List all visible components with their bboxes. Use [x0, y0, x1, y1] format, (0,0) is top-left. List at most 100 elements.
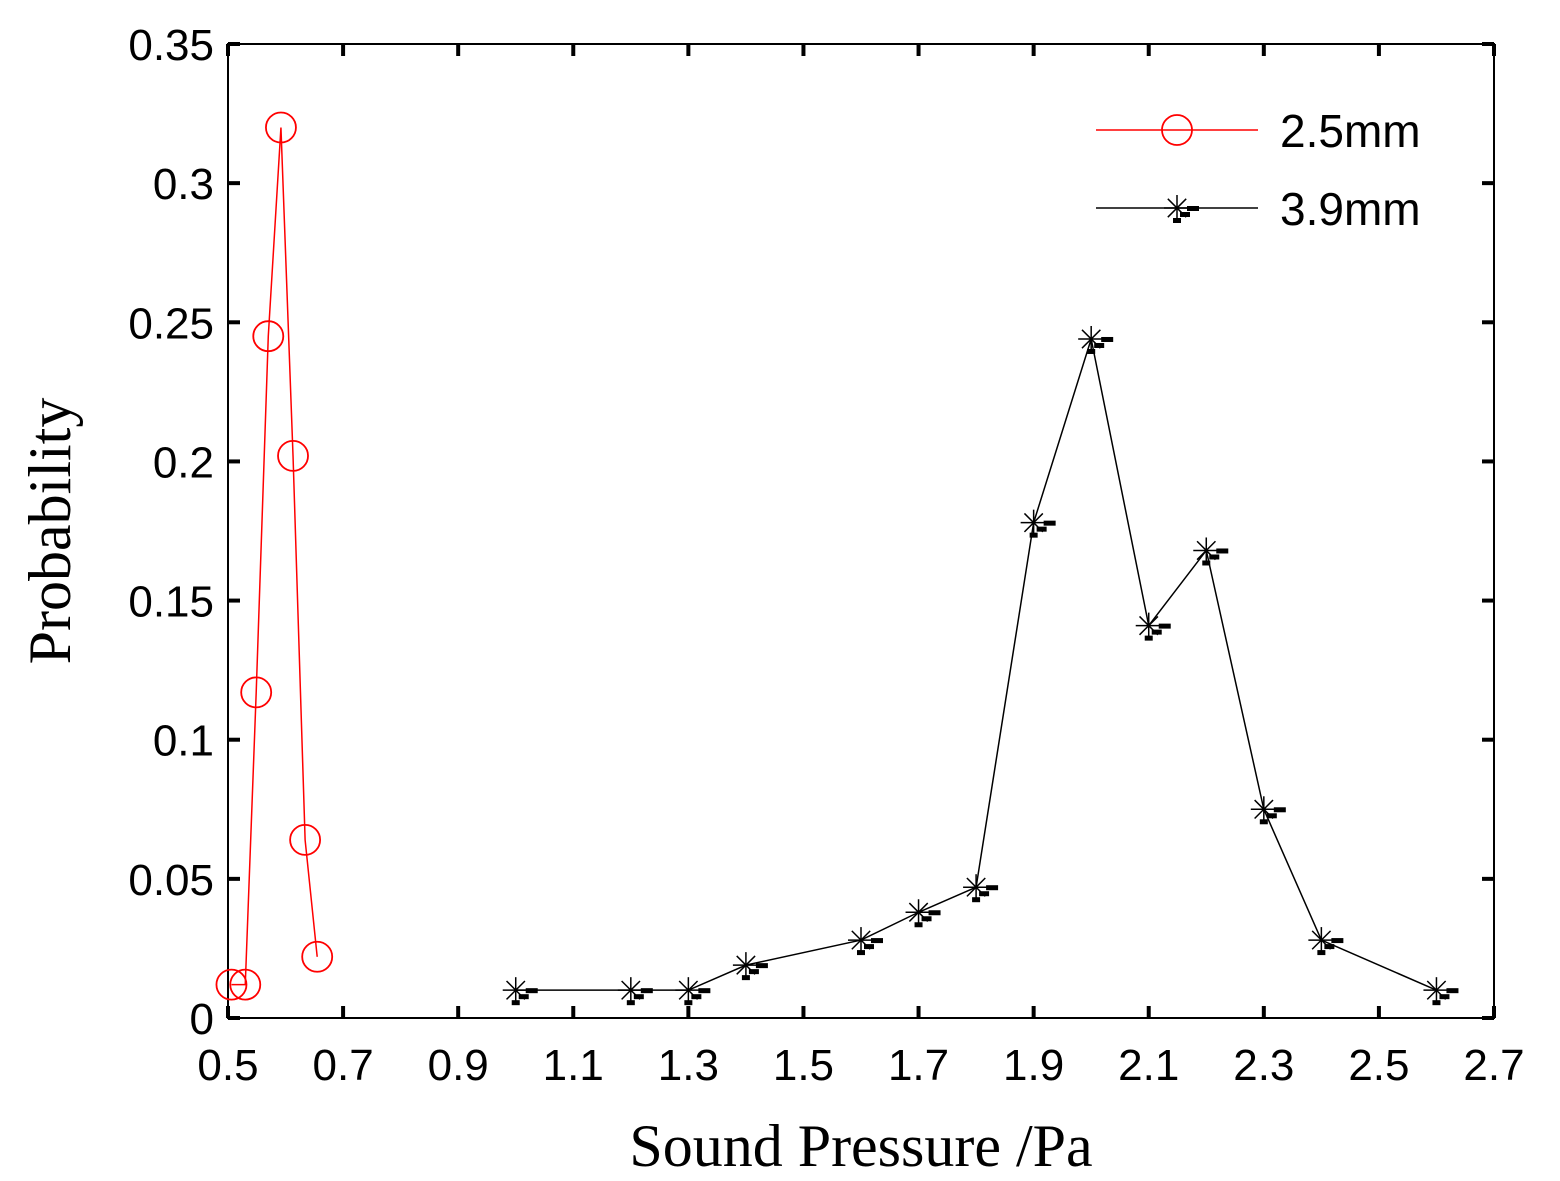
- marker-artifact: [1173, 218, 1181, 223]
- legend-marker: [1164, 195, 1199, 223]
- marker-artifact: [755, 963, 768, 969]
- data-point: [252, 320, 285, 353]
- marker-artifact: [1151, 629, 1162, 635]
- data-point: [905, 899, 941, 928]
- marker-artifact: [525, 988, 538, 994]
- data-point: [301, 940, 334, 973]
- x-tick-label: 0.7: [313, 1041, 374, 1090]
- series-line: [231, 127, 318, 986]
- marker-artifact: [626, 1000, 635, 1006]
- x-tick-label: 1.7: [888, 1041, 949, 1090]
- x-tick-label: 2.7: [1463, 1041, 1524, 1090]
- x-axis-label: Sound Pressure /Pa: [629, 1113, 1092, 1179]
- marker-artifact: [698, 988, 711, 994]
- marker-artifact: [1029, 532, 1038, 538]
- marker-artifact: [986, 885, 999, 891]
- marker-artifact: [1439, 994, 1450, 1000]
- asterisk-stroke: [1196, 540, 1217, 561]
- y-tick-label: 0.3: [153, 160, 214, 209]
- x-tick-label: 2.5: [1348, 1041, 1409, 1090]
- legend-item: 3.9mm: [1096, 183, 1421, 235]
- data-point: [963, 874, 999, 903]
- data-point: [265, 111, 297, 144]
- marker-artifact: [979, 891, 990, 897]
- asterisk-stroke: [621, 980, 641, 1000]
- asterisk-stroke: [1167, 198, 1187, 218]
- data-point: [1250, 796, 1286, 825]
- data-point: [1423, 977, 1459, 1006]
- legend-label: 2.5mm: [1280, 105, 1421, 157]
- legend-marker: [1161, 114, 1193, 146]
- marker-artifact: [1216, 548, 1229, 554]
- x-tick-label: 1.1: [543, 1041, 604, 1090]
- marker-artifact: [684, 1000, 693, 1006]
- data-point: [1135, 612, 1171, 641]
- data-point: [732, 952, 768, 981]
- data-point: [215, 968, 248, 1001]
- marker-artifact: [1202, 560, 1211, 566]
- x-tick-label: 1.9: [1003, 1041, 1064, 1090]
- series-2.5mm: [215, 111, 334, 1001]
- y-tick-label: 0.35: [128, 21, 214, 70]
- marker-artifact: [914, 922, 923, 928]
- x-tick-label: 2.3: [1233, 1041, 1294, 1090]
- marker-artifact: [1317, 950, 1326, 956]
- asterisk-stroke: [966, 877, 986, 897]
- legend-item: 2.5mm: [1096, 105, 1421, 157]
- data-point: [617, 977, 653, 1006]
- marker-artifact: [857, 950, 865, 956]
- data-point: [1193, 537, 1229, 566]
- marker-artifact: [640, 988, 653, 994]
- y-tick-label: 0.25: [128, 299, 214, 348]
- marker-artifact: [1101, 336, 1114, 342]
- asterisk-stroke: [1254, 799, 1274, 820]
- asterisk-stroke: [1311, 930, 1332, 950]
- marker-artifact: [633, 994, 644, 1000]
- x-tick-label: 1.3: [658, 1041, 719, 1090]
- marker-artifact: [928, 910, 941, 916]
- asterisk-stroke: [678, 980, 699, 1000]
- asterisk-stroke: [1023, 512, 1044, 533]
- asterisk-stroke: [908, 902, 929, 922]
- marker-artifact: [748, 969, 759, 975]
- marker-artifact: [1273, 807, 1286, 813]
- data-point: [502, 977, 538, 1006]
- asterisk-stroke: [505, 980, 526, 1000]
- marker-artifact: [1180, 212, 1190, 217]
- marker-artifact: [1158, 623, 1171, 629]
- y-tick-label: 0: [190, 995, 214, 1044]
- y-tick-label: 0.05: [128, 856, 214, 905]
- marker-artifact: [1187, 206, 1199, 211]
- marker-artifact: [864, 944, 874, 950]
- series-line: [515, 338, 1437, 991]
- data-point: [675, 977, 711, 1006]
- x-tick-label: 0.5: [197, 1041, 258, 1090]
- marker-artifact: [1259, 819, 1268, 825]
- series-3.9mm: [502, 325, 1459, 1006]
- data-point: [1078, 325, 1114, 354]
- data-point: [240, 676, 273, 709]
- asterisk-stroke: [851, 930, 871, 950]
- marker-artifact: [972, 897, 981, 903]
- x-tick-label: 0.9: [428, 1041, 489, 1090]
- legend-label: 3.9mm: [1280, 183, 1421, 235]
- data-point: [1020, 509, 1056, 538]
- marker-artifact: [691, 994, 702, 1000]
- data-point: [1308, 927, 1344, 956]
- data-point: [229, 968, 262, 1001]
- x-tick-label: 2.1: [1118, 1041, 1179, 1090]
- axis-tick-labels: 0.5 0.7 0.9 1.1 1.3 1.5 1.7 1.9 2.1 2.3 2.5 2.7 0 0.0…: [128, 21, 1524, 1090]
- marker-artifact: [1094, 342, 1105, 348]
- data-point: [848, 927, 883, 956]
- asterisk-stroke: [1081, 329, 1101, 349]
- data-point: [277, 439, 309, 472]
- series-layer: [215, 111, 1459, 1006]
- y-axis-label: Probability: [17, 398, 83, 665]
- y-tick-label: 0.1: [153, 717, 214, 766]
- y-tick-label: 0.15: [128, 578, 214, 627]
- marker-artifact: [518, 994, 529, 1000]
- marker-artifact: [1432, 1000, 1441, 1006]
- marker-artifact: [1036, 526, 1047, 532]
- marker-artifact: [1331, 938, 1344, 944]
